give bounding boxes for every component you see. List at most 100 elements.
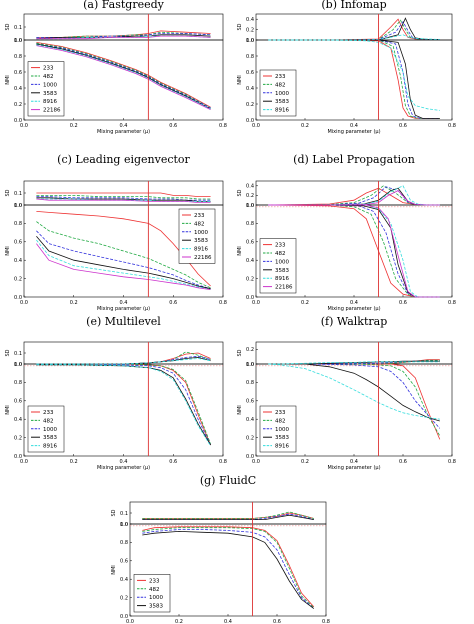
legend-label-3583: 3583 (149, 604, 163, 610)
nmi-series-line-1000 (268, 363, 441, 429)
x-tick-label: 0.0 (20, 300, 28, 306)
nmi-tick-label: 1.0 (14, 203, 22, 209)
x-tick-label: 0.0 (252, 300, 260, 306)
nmi-tick-label: 0.8 (14, 380, 22, 386)
legend-box (27, 61, 65, 117)
legend: 233 482 1000 3583 8916 (259, 69, 297, 117)
nmi-tick-label: 0.4 (14, 417, 22, 423)
x-tick-label: 0.4 (350, 123, 358, 129)
nmi-series-line-22186 (36, 45, 211, 110)
legend: 233 482 1000 3583 8916 22186 (27, 61, 65, 117)
legend-label-8916: 8916 (275, 444, 289, 450)
sd-tick-label: 0.0 (246, 38, 254, 44)
x-tick-label: 0.8 (219, 459, 227, 465)
nmi-tick-label: 0.8 (246, 221, 254, 227)
x-tick-label: 0.2 (301, 459, 309, 465)
nmi-series-line-8916 (268, 363, 440, 420)
x-tick-label: 0.0 (126, 619, 134, 624)
nmi-tick-label: 0.2 (14, 102, 22, 108)
nmi-tick-label: 0.2 (246, 276, 254, 282)
sd-tick-label: 0.1 (14, 25, 22, 31)
x-tick-label: 0.6 (169, 123, 177, 129)
sd-series-line-233 (36, 192, 211, 198)
legend-label-482: 482 (43, 74, 54, 80)
nmi-tick-label: 0.2 (246, 435, 254, 441)
sd-series-line-233 (268, 18, 440, 41)
nmi-tick-label: 0.2 (14, 435, 22, 441)
legend-label-482: 482 (275, 82, 286, 88)
sd-axis-label: SD (111, 509, 117, 516)
sd-series-line-3583 (36, 197, 211, 202)
legend-box (259, 405, 297, 453)
nmi-series-line-1000 (36, 43, 211, 109)
x-tick-label: 0.6 (399, 300, 407, 306)
nmi-tick-label: 0.6 (120, 559, 128, 565)
nmi-tick-label: 0.0 (246, 295, 254, 301)
x-tick-label: 0.8 (448, 123, 456, 129)
nmi-tick-label: 0.4 (14, 258, 22, 264)
legend-label-3583: 3583 (275, 99, 289, 105)
nmi-series-line-8916 (268, 39, 440, 111)
x-tick-label: 0.4 (120, 459, 128, 465)
nmi-series-line-482 (36, 363, 211, 445)
sd-axis-label: SD (237, 189, 243, 196)
nmi-series-line-3583 (36, 364, 211, 446)
panel-title: (c) Leading eigenvector (57, 153, 190, 166)
x-tick-label: 0.0 (20, 123, 28, 129)
nmi-tick-label: 0.2 (14, 276, 22, 282)
panel-c: (c) Leading eigenvectorSDNMI0.10.01.00.8… (5, 153, 227, 312)
x-axis-label: Mixing parameter (μ) (97, 129, 150, 135)
sd-series-line-22186 (36, 35, 211, 40)
legend-label-1000: 1000 (275, 427, 289, 433)
sd-series-line-482 (268, 19, 440, 41)
sd-tick-label: 0.4 (246, 17, 254, 23)
sd-axis-label: SD (5, 189, 11, 196)
sd-series-line-8916 (268, 361, 440, 365)
legend-box (27, 405, 65, 453)
nmi-tick-label: 1.0 (14, 362, 22, 368)
nmi-tick-label: 0.8 (120, 540, 128, 546)
x-tick-label: 0.8 (322, 619, 330, 624)
legend-label-482: 482 (149, 587, 160, 593)
nmi-axis-label: NMI (5, 246, 11, 256)
nmi-tick-label: 0.0 (246, 118, 254, 124)
nmi-tick-label: 0.8 (14, 221, 22, 227)
sd-series-line-3583 (36, 356, 211, 365)
sd-series-line-482 (268, 359, 440, 365)
nmi-axis-label: NMI (111, 565, 117, 575)
legend: 233 482 1000 3583 8916 (27, 405, 65, 453)
panel-b: (b) InfomapSDNMI0.40.20.01.00.80.60.40.2… (237, 0, 456, 135)
sd-tick-label: 0.0 (14, 203, 22, 209)
sd-tick-label: 0.2 (246, 27, 254, 33)
sd-series-line-8916 (36, 358, 211, 365)
sd-series-line-3583 (268, 17, 440, 41)
nmi-tick-label: 0.4 (120, 577, 128, 583)
panel-title: (b) Infomap (321, 0, 386, 11)
nmi-series-line-482 (36, 42, 211, 109)
sd-tick-label: 0.0 (246, 362, 254, 368)
panel-title: (e) Multilevel (86, 315, 161, 328)
nmi-tick-label: 1.0 (246, 362, 254, 368)
legend-box (178, 208, 216, 264)
nmi-tick-label: 0.8 (14, 54, 22, 60)
x-axis-label: Mixing parameter (μ) (327, 129, 380, 135)
x-tick-label: 0.8 (448, 300, 456, 306)
legend-label-3583: 3583 (43, 435, 57, 441)
panel-title: (f) Walktrap (321, 315, 388, 328)
x-axis-label: Mixing parameter (μ) (97, 465, 150, 471)
nmi-series-line-3583 (36, 43, 211, 110)
sd-tick-label: 0.2 (246, 193, 254, 199)
sd-tick-label: 0.0 (14, 362, 22, 368)
sd-tick-label: 0.0 (14, 38, 22, 44)
x-axis-label: Mixing parameter (μ) (327, 465, 380, 471)
nmi-tick-label: 0.6 (246, 70, 254, 76)
legend-label-3583: 3583 (194, 238, 208, 244)
x-axis-label: Mixing parameter (μ) (97, 306, 150, 312)
panel-title: (g) FluidC (200, 474, 256, 487)
nmi-tick-label: 0.4 (14, 86, 22, 92)
sd-series-line-1000 (36, 355, 211, 365)
nmi-series-line-482 (268, 363, 441, 437)
nmi-axis-label: NMI (5, 405, 11, 415)
sd-tick-label: 0.4 (246, 184, 254, 190)
